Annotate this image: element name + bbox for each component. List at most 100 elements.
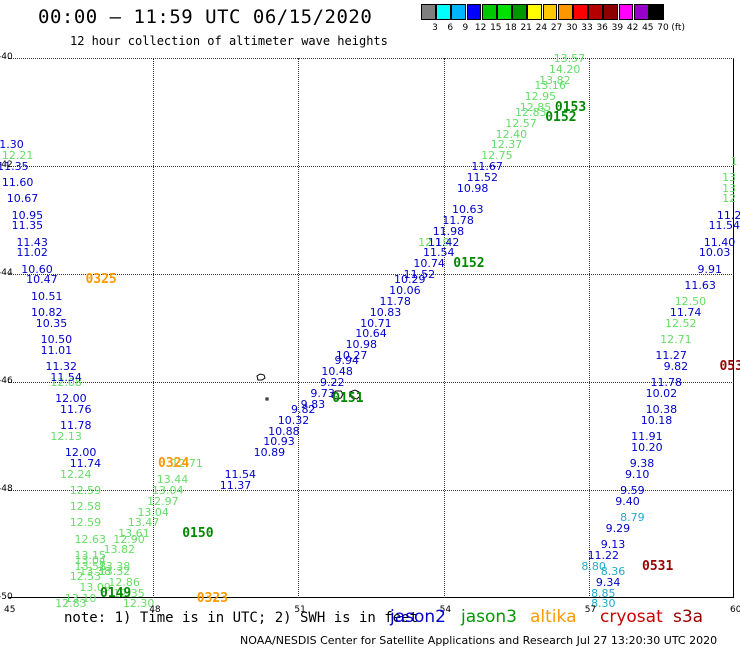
- wave-height-value: 11.67: [471, 160, 503, 173]
- wave-height-value: 10.74: [413, 257, 445, 271]
- legend-label: 33: [581, 23, 593, 33]
- wave-height-value: 11.01: [40, 343, 73, 357]
- wave-height-value: 10.32: [277, 413, 310, 427]
- legend-label: 21: [520, 23, 532, 33]
- wave-height-value: 12.52: [665, 316, 697, 330]
- wave-height-value: 11.40: [703, 235, 736, 249]
- wave-height-value: 13.10: [64, 592, 97, 605]
- wave-height-value: 12.75: [481, 149, 513, 163]
- wave-height-value: 13.38: [98, 559, 131, 573]
- map-plot-area[interactable]: 12.21 12.08 12.13 12.24 12.59 12.58 12.59 12.63…: [0, 53, 740, 609]
- latitude-tick-label: -42: [0, 160, 13, 170]
- wave-height-value: 9.38: [629, 457, 655, 470]
- longitude-gridline: [298, 58, 300, 598]
- island-outline: [265, 397, 269, 401]
- wave-height-value: 9.82: [663, 359, 689, 373]
- wave-height-value: 10.88: [268, 424, 300, 438]
- wave-height-value: 12.97: [147, 494, 179, 508]
- wave-height-value: 11.37: [219, 478, 252, 492]
- land-outlines: [256, 373, 361, 401]
- wave-height-value: 12.63: [74, 532, 107, 546]
- wave-height-value: 10.83: [369, 305, 402, 319]
- wave-height-value: 10.89: [253, 446, 286, 460]
- wave-height-value: 12.24: [60, 467, 92, 481]
- orbit-number-label: 0530: [719, 358, 740, 374]
- wave-height-value: 9.22: [320, 376, 345, 389]
- wave-height-value: 9.94: [334, 354, 360, 368]
- satellite-legend-s3a: s3a: [673, 607, 704, 627]
- wave-height-value: 11.54: [708, 219, 740, 233]
- wave-height-value: 11.35: [0, 160, 29, 173]
- wave-height-value: 11.27: [655, 349, 687, 362]
- units-note: note: 1) Time is in UTC; 2) SWH is in fe…: [64, 610, 419, 626]
- wave-height-value: 10.63: [452, 203, 484, 217]
- wave-height-value: 11.98: [432, 224, 465, 238]
- wave-height-value: 11.63: [684, 278, 716, 292]
- orbit-number-label: 0323: [196, 591, 229, 606]
- orbit-number-label: 0150: [182, 526, 214, 542]
- wave-height-value: 10.60: [21, 262, 53, 276]
- wave-height-value: 11.43: [16, 235, 48, 249]
- wave-height-value: 10.64: [355, 327, 387, 341]
- wave-height-value: 11.02: [16, 246, 48, 260]
- satellite-legend-altika: altika: [530, 607, 577, 627]
- legend-swatch: [481, 4, 497, 20]
- wave-height-value: 10.67: [6, 192, 39, 206]
- wave-height-value: 13.57: [553, 52, 586, 65]
- wave-height-value: 10.02: [645, 386, 678, 400]
- wave-height-value: 12.37: [490, 138, 523, 152]
- orbit-number-label: 0151: [332, 391, 364, 407]
- latitude-tick-label: -46: [0, 376, 13, 386]
- legend-label: 12: [474, 23, 487, 33]
- wave-height-value: 12.83: [514, 106, 547, 119]
- legend-label: 42: [626, 23, 639, 33]
- longitude-gridline: [153, 58, 155, 598]
- legend-label: 6: [447, 23, 454, 33]
- wave-height-value: 12.59: [69, 484, 102, 497]
- wave-height-value: 10.35: [35, 316, 68, 330]
- wave-height-value: 10.98: [456, 181, 489, 195]
- legend-label: 9: [462, 23, 469, 33]
- wave-height-value: 11.54: [224, 467, 257, 481]
- wave-height-value: 11.32: [45, 359, 77, 373]
- wave-height-value: 12.50: [674, 295, 707, 308]
- wave-height-value: 10.29: [393, 273, 426, 287]
- wave-height-value: 11.78: [60, 419, 92, 433]
- wave-height-value: 10.50: [40, 332, 73, 346]
- legend-label: 39: [611, 23, 624, 33]
- legend-swatch: [542, 4, 558, 20]
- wave-height-value: 8.36: [600, 565, 626, 578]
- map-title: 00:00 – 11:59 UTC 06/15/2020: [38, 6, 373, 28]
- wave-height-value: 1: [730, 154, 738, 168]
- latitude-gridline: [8, 382, 734, 383]
- wave-height-value: 12.86: [108, 575, 140, 589]
- wave-height-value: 12.57: [505, 116, 537, 130]
- legend-label: 18: [505, 23, 517, 33]
- wave-height-value: 11.54: [423, 246, 455, 260]
- wave-height-value: 13.44: [156, 473, 189, 487]
- wave-height-value: 9.40: [615, 494, 640, 508]
- wave-height-value: 12.30: [122, 597, 155, 611]
- orbit-number-label: 0153: [554, 99, 587, 115]
- wave-height-value: 13.15: [74, 548, 107, 562]
- latitude-gridline: [8, 58, 734, 59]
- legend-label: 45: [642, 23, 654, 33]
- legend-label: (ft): [671, 23, 685, 33]
- map-subtitle: 12 hour collection of altimeter wave hei…: [70, 34, 388, 48]
- orbit-number-label: 0152: [545, 110, 577, 126]
- legend-swatch: [512, 4, 528, 20]
- longitude-gridline: [588, 58, 590, 598]
- wave-height-value: 11.35: [11, 219, 44, 233]
- wave-height-value: 11.74: [69, 457, 102, 470]
- wave-height-value: 13.04: [151, 484, 184, 497]
- orbit-number-label: 0531: [642, 558, 674, 574]
- latitude-gridline: [8, 274, 734, 275]
- wave-height-value: 11.52: [466, 170, 499, 184]
- latitude-gridline: [8, 490, 734, 491]
- wave-height-value: 10.48: [321, 365, 353, 379]
- latitude-tick-label: -50: [0, 592, 13, 602]
- wave-height-value: 12.13: [50, 430, 82, 443]
- wave-height-value: 10.95: [11, 208, 44, 222]
- wave-height-value: 9.29: [605, 521, 631, 535]
- legend-label: 70: [657, 23, 669, 33]
